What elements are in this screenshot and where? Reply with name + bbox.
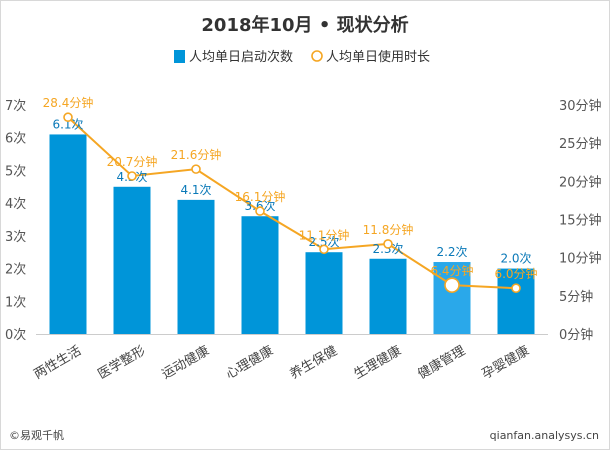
line-value-label: 20.7分钟 [107, 154, 158, 169]
line-value-label: 6.0分钟 [494, 266, 537, 281]
right-axis-tick: 20分钟 [559, 174, 602, 190]
legend-bar-label: 人均单日启动次数 [189, 49, 293, 65]
line-point [383, 239, 393, 249]
right-axis-tick: 10分钟 [559, 251, 602, 267]
bar [369, 258, 407, 334]
usage-line [67, 116, 517, 290]
line-point [255, 206, 265, 216]
bar [113, 186, 151, 334]
bar-value-label: 2.5次 [308, 235, 339, 249]
legend-line-marker [311, 50, 323, 62]
footer-site: qianfan.analysys.cn [490, 429, 599, 442]
chart-title: 2018年10月 • 现状分析 [201, 14, 408, 36]
left-axis-tick: 0次 [5, 327, 26, 343]
line-point [191, 164, 201, 174]
footer-source: ©易观千帆 [9, 428, 64, 442]
right-axis-tick: 15分钟 [559, 213, 602, 229]
line-value-label: 16.1分钟 [235, 189, 286, 204]
category-label: 运动健康 [159, 343, 212, 383]
category-label: 心理健康 [223, 343, 276, 383]
category-label: 生理健康 [351, 343, 404, 383]
bar [177, 199, 215, 334]
left-axis-tick: 6次 [5, 131, 26, 147]
right-axis-tick: 5分钟 [559, 289, 593, 305]
line-point [127, 171, 137, 181]
line-value-label: 11.8分钟 [363, 222, 414, 237]
line-value-label: 6.4分钟 [430, 263, 473, 278]
left-axis-tick: 3次 [5, 229, 26, 245]
category-label: 健康管理 [415, 343, 468, 383]
bar-value-label: 2.0次 [500, 252, 531, 266]
plot-area: 0次 1次 2次 3次 4次 5次 6次 7次 0分钟 5分钟 10分钟 15分钟 20分钟 25分钟 30… [5, 95, 602, 382]
line-value-label: 21.6分钟 [171, 147, 222, 162]
bar-value-label: 6.1次 [52, 117, 83, 131]
right-axis-tick: 25分钟 [559, 136, 602, 152]
legend-bar-swatch [174, 50, 185, 63]
line-point [319, 244, 329, 255]
left-axis-tick: 4次 [5, 196, 26, 212]
right-axis-tick: 0分钟 [559, 327, 593, 343]
legend: 人均单日启动次数 人均单日使用时长 [174, 49, 430, 65]
left-axis-tick: 5次 [5, 163, 26, 179]
line-point [444, 277, 460, 293]
line-point [63, 112, 73, 123]
line-value-label: 28.4分钟 [43, 95, 94, 110]
bar [305, 252, 343, 334]
bar-value-label: 2.2次 [436, 245, 467, 259]
left-axis-tick: 2次 [5, 262, 26, 278]
bar [241, 216, 279, 334]
line-value-label: 11.1分钟 [299, 227, 350, 242]
category-label: 医学整形 [95, 343, 148, 383]
left-axis-tick: 7次 [5, 98, 26, 114]
bar-value-label: 3.6次 [244, 199, 275, 213]
left-axis-tick: 1次 [5, 294, 26, 310]
bar-value-label: 4.1次 [180, 183, 211, 197]
line-point [511, 283, 521, 294]
bar [497, 268, 535, 334]
category-label: 两性生活 [31, 343, 84, 382]
bar [49, 134, 87, 334]
bar [433, 262, 471, 334]
right-axis-tick: 30分钟 [559, 98, 602, 114]
legend-line-label: 人均单日使用时长 [326, 49, 430, 65]
category-label: 养生保健 [287, 343, 340, 383]
category-label: 孕婴健康 [479, 343, 532, 383]
bar-value-label: 2.3次 [372, 242, 403, 256]
